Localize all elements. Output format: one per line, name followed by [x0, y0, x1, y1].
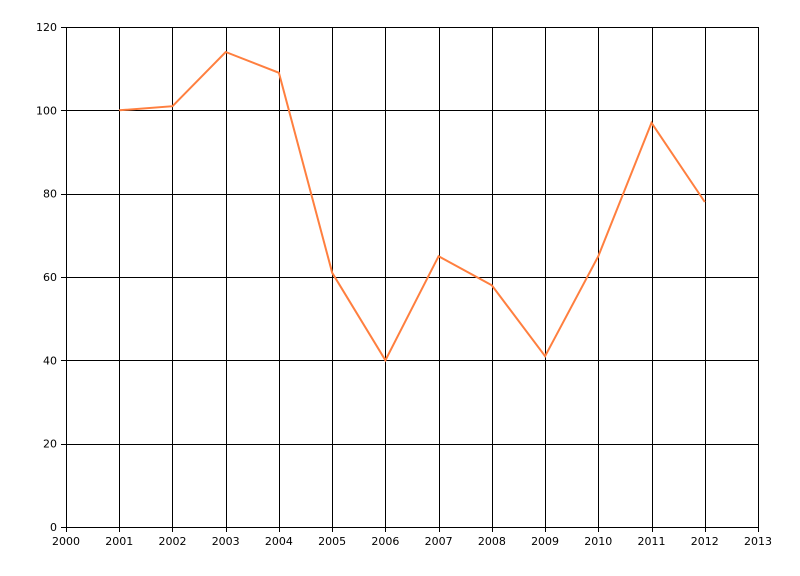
- series-layer: [119, 50, 706, 363]
- x-tick-label: 2007: [425, 535, 453, 548]
- x-tick-label: 2011: [638, 535, 666, 548]
- y-tick-label: 100: [36, 104, 57, 117]
- x-tick-label: 2003: [212, 535, 240, 548]
- x-tick-label: 2013: [744, 535, 772, 548]
- x-tick-label: 2005: [318, 535, 346, 548]
- y-tick-label: 0: [50, 521, 57, 534]
- x-tick-label: 2008: [478, 535, 506, 548]
- x-tick-label: 2002: [158, 535, 186, 548]
- axes: [61, 27, 759, 532]
- y-tick-label: 40: [43, 354, 57, 367]
- x-tick-label: 2010: [584, 535, 612, 548]
- x-tick-label: 2012: [691, 535, 719, 548]
- y-tick-label: 20: [43, 438, 57, 451]
- tick-labels: 2000 2001 2002 2003 2004 2005 2006 2007 2008 2009…: [36, 21, 772, 548]
- y-tick-label: 60: [43, 271, 57, 284]
- grid-lines: [66, 27, 759, 528]
- series-line: [119, 50, 706, 363]
- y-tick-label: 120: [36, 21, 57, 34]
- x-tick-label: 2006: [371, 535, 399, 548]
- y-tick-label: 80: [43, 188, 57, 201]
- x-tick-label: 2001: [105, 535, 133, 548]
- x-tick-label: 2004: [265, 535, 293, 548]
- x-tick-label: 2000: [52, 535, 80, 548]
- x-tick-label: 2009: [531, 535, 559, 548]
